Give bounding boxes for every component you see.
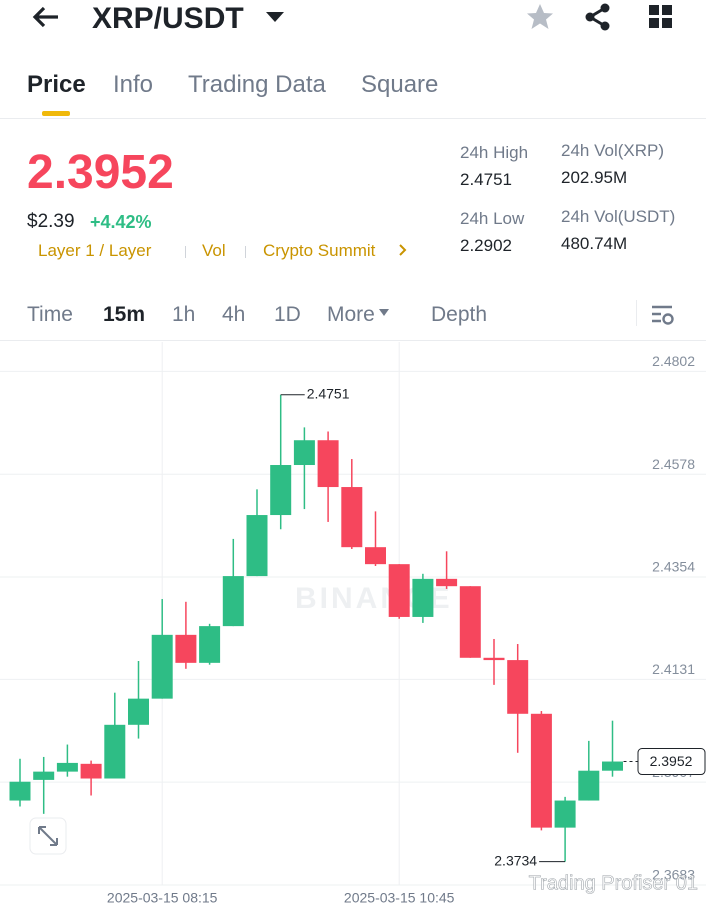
y-tick-label: 2.4578 bbox=[652, 456, 695, 472]
tab[interactable]: Info bbox=[113, 71, 154, 98]
stat-value: 480.74M bbox=[561, 234, 628, 253]
y-tick-label: 2.4131 bbox=[652, 661, 695, 677]
candle-body bbox=[33, 771, 55, 780]
divider bbox=[636, 300, 637, 326]
interval[interactable]: More bbox=[327, 303, 375, 326]
stat-label: 24h High bbox=[460, 143, 529, 162]
candle-body bbox=[128, 698, 149, 725]
x-tick-label: 2025-03-15 10:45 bbox=[344, 890, 455, 906]
separator bbox=[185, 246, 186, 258]
candle-body bbox=[578, 770, 600, 801]
last-price-box bbox=[637, 748, 706, 776]
candle-body bbox=[293, 440, 315, 466]
candle-body bbox=[365, 547, 386, 565]
favorite-icon[interactable] bbox=[525, 2, 555, 32]
candle-body bbox=[412, 578, 434, 617]
candle-body bbox=[151, 634, 173, 699]
tab[interactable]: Trading Data bbox=[188, 71, 326, 98]
candle-body bbox=[507, 660, 529, 714]
interval[interactable]: 1D bbox=[274, 303, 301, 326]
interval[interactable]: Depth bbox=[431, 303, 488, 326]
stat-label: 24h Vol(USDT) bbox=[561, 207, 676, 226]
symbol[interactable]: XRP/USDT bbox=[92, 2, 244, 35]
back-icon[interactable] bbox=[30, 4, 62, 30]
interval[interactable]: 4h bbox=[222, 303, 246, 326]
candle-body bbox=[199, 626, 221, 663]
stat-label: 24h Vol(XRP) bbox=[561, 141, 664, 160]
change: +4.42% bbox=[90, 212, 152, 232]
dropdown-icon[interactable] bbox=[265, 10, 285, 24]
candle-body bbox=[459, 586, 481, 658]
candle-body bbox=[554, 800, 576, 828]
interval[interactable]: 1h bbox=[172, 303, 196, 326]
candle-body bbox=[483, 657, 505, 661]
y-tick-label: 2.3683 bbox=[652, 867, 695, 883]
tab[interactable]: Price bbox=[27, 71, 86, 98]
x-tick-label: 2025-03-15 08:15 bbox=[107, 890, 218, 906]
y-tick-label: 2.4354 bbox=[652, 559, 695, 575]
tag[interactable]: Layer 1 / Layer bbox=[38, 241, 152, 260]
chevron[interactable] bbox=[398, 243, 408, 257]
candle-body bbox=[388, 564, 410, 617]
stat-label: 24h Low bbox=[460, 209, 525, 228]
tab[interactable]: Square bbox=[361, 71, 439, 98]
tag[interactable]: Vol bbox=[202, 241, 226, 260]
candle-body bbox=[9, 781, 31, 801]
y-tick-label: 2.4802 bbox=[652, 353, 695, 369]
candle-body bbox=[222, 576, 244, 627]
share-icon[interactable] bbox=[583, 2, 613, 32]
tab-indicator bbox=[42, 111, 70, 116]
candle-body bbox=[56, 762, 78, 772]
candle-body bbox=[341, 487, 363, 548]
chart-settings-icon[interactable] bbox=[650, 303, 676, 327]
credit: Trading Profiser 01 bbox=[529, 872, 698, 894]
expand-icon bbox=[38, 826, 58, 846]
last-price: 2.3952 bbox=[27, 146, 174, 199]
expand-button[interactable] bbox=[29, 817, 67, 855]
candle-body bbox=[436, 578, 458, 587]
divider bbox=[0, 118, 706, 119]
tag[interactable]: Crypto Summit bbox=[263, 241, 376, 260]
candle-body bbox=[270, 465, 292, 516]
candle-body bbox=[530, 713, 552, 828]
candle-body bbox=[175, 634, 197, 663]
candle-body bbox=[80, 763, 102, 779]
divider bbox=[0, 340, 706, 341]
separator bbox=[245, 246, 246, 258]
candle-body bbox=[104, 724, 126, 779]
fiat-price: $2.39 bbox=[27, 211, 75, 232]
candle-body bbox=[602, 761, 623, 771]
candle-body bbox=[246, 515, 268, 577]
stat-value: 2.2902 bbox=[460, 236, 512, 255]
interval[interactable]: Time bbox=[27, 303, 73, 326]
low-label: 2.3734 bbox=[494, 852, 537, 868]
candle-body bbox=[317, 440, 339, 488]
grid-icon[interactable] bbox=[648, 4, 674, 30]
more-arrow[interactable] bbox=[378, 308, 390, 318]
high-label: 2.4751 bbox=[307, 385, 350, 401]
stat-value: 2.4751 bbox=[460, 170, 512, 189]
last-price-label: 2.3952 bbox=[650, 753, 693, 769]
stat-value: 202.95M bbox=[561, 168, 628, 187]
interval[interactable]: 15m bbox=[103, 303, 146, 326]
